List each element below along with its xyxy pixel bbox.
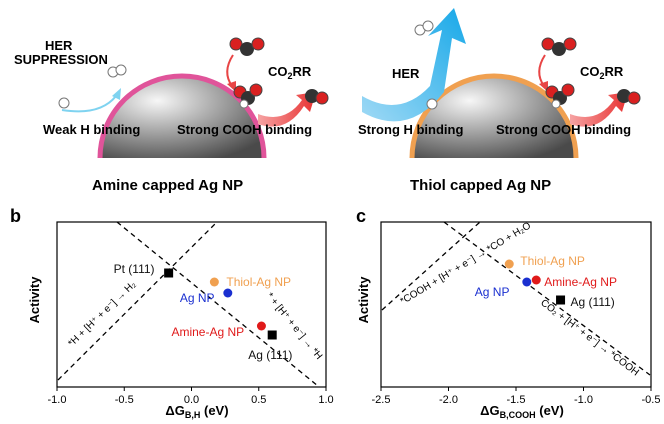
data-point-square (267, 330, 277, 340)
data-point-label: Ag NP (475, 285, 510, 299)
data-point-circle (504, 259, 514, 269)
co-molecule-icon (617, 89, 641, 105)
x-tick-label: -1.0 (574, 394, 593, 406)
data-point-circle (531, 275, 541, 285)
data-point-circle (522, 277, 532, 287)
ticks-c: -2.5 -2.0 -1.5 -1.0 -0.5 (372, 387, 661, 406)
thiol-sphere (412, 76, 576, 158)
volcano-left-line-b (57, 221, 218, 381)
co2-adsorption-arrowhead (227, 81, 236, 92)
her-suppression-arrowhead (112, 88, 121, 100)
her-suppression-arrow (61, 95, 117, 113)
co2-adsorption-arrow (538, 54, 546, 87)
co-release-arrow (570, 92, 628, 127)
co2-adsorption-arrow (226, 54, 234, 87)
data-point-label: Ag (111) (248, 348, 292, 362)
weak-h-binding-label: Weak H binding (43, 122, 140, 137)
cooh-adsorbate-icon (233, 83, 263, 109)
strong-h-binding-label: Strong H binding (358, 122, 463, 137)
h2-molecule-icon (107, 64, 127, 78)
xlabel-c: ΔGB,COOH (eV) (480, 403, 564, 420)
x-tick-label: -1.5 (507, 394, 526, 406)
strong-cooh-binding-label: Strong COOH binding (496, 122, 631, 137)
data-point-circle (209, 277, 219, 287)
x-tick-label: -0.5 (642, 394, 661, 406)
x-tick-label: -1.0 (48, 394, 67, 406)
data-point-square (164, 268, 174, 278)
data-point-square (556, 295, 566, 305)
data-point-circle (223, 288, 233, 298)
amine-sphere (100, 76, 264, 158)
volcano-left-line-c (381, 221, 481, 311)
reaction-right-c: CO₂ + [H⁺ + e⁻] → *COOH (538, 297, 640, 378)
co2-molecule-icon (541, 37, 577, 56)
thiol-caption: Thiol capped Ag NP (410, 177, 551, 194)
data-point-circle (256, 321, 266, 331)
cooh-adsorbate-icon (545, 83, 575, 109)
co2rr-label: CO2RR (268, 64, 312, 81)
h-atom-icon (58, 97, 70, 109)
her-hint-label: HER (45, 38, 73, 53)
ylabel-c: Activity (356, 276, 371, 324)
marks-c: Thiol-Ag NP Amine-Ag NP Ag NP Ag (111) (475, 254, 617, 309)
volcano-right-line-c (443, 221, 651, 376)
amine-shell (97, 73, 267, 159)
h2-molecule-icon (414, 20, 434, 36)
co-molecule-icon (305, 89, 329, 105)
thiol-shell (409, 73, 579, 159)
amine-nanoparticle-scheme: HER SUPPRESSION CO2RR Weak H binding Str… (14, 37, 329, 194)
x-tick-label: 0.0 (184, 394, 199, 406)
x-tick-label: 0.5 (251, 394, 266, 406)
data-point-label: Amine-Ag NP (171, 325, 244, 339)
ticks-b: -1.0 -0.5 0.0 0.5 1.0 (48, 387, 334, 406)
amine-caption: Amine capped Ag NP (92, 177, 243, 194)
volcano-right-line-b (116, 221, 319, 387)
marks-b: Pt (111) Thiol-Ag NP Ag NP Amine-Ag NP Ag (1… (114, 262, 293, 362)
h-atom-icon (426, 98, 438, 110)
co2-molecule-icon (229, 37, 265, 56)
suppression-hint-label: SUPPRESSION (14, 52, 108, 67)
her-arrow (362, 8, 466, 122)
thiol-nanoparticle-scheme: HER CO2RR Strong H binding Strong COOH b… (358, 8, 641, 194)
chart-panel-c: c Activity *COOH + [H⁺ + e⁻] → *CO + H₂O… (356, 206, 660, 420)
co2rr-label: CO2RR (580, 64, 624, 81)
data-point-label: Pt (111) (114, 262, 155, 276)
her-label: HER (392, 66, 420, 81)
data-point-label: Ag (111) (571, 295, 615, 309)
ylabel-b: Activity (27, 276, 42, 324)
xlabel-b: ΔGB,H (eV) (165, 403, 228, 420)
panel-letter-b: b (10, 206, 21, 226)
co2-adsorption-arrowhead (539, 81, 548, 92)
x-tick-label: -2.5 (372, 394, 391, 406)
data-point-label: Thiol-Ag NP (520, 254, 585, 268)
co-release-arrow (258, 92, 316, 127)
x-tick-label: -0.5 (115, 394, 134, 406)
x-tick-label: -2.0 (439, 394, 458, 406)
data-point-label: Amine-Ag NP (544, 275, 617, 289)
reaction-left-b: *H + [H⁺ + e⁻] → H₂ (66, 279, 138, 349)
panel-letter-c: c (356, 206, 366, 226)
strong-cooh-binding-label: Strong COOH binding (177, 122, 312, 137)
data-point-label: Ag NP (180, 291, 215, 305)
data-point-label: Thiol-Ag NP (226, 275, 291, 289)
chart-panel-b: b Activity *H + [H⁺ + e⁻] → H₂ * + [H⁺ +… (10, 206, 334, 420)
x-tick-label: 1.0 (318, 394, 333, 406)
